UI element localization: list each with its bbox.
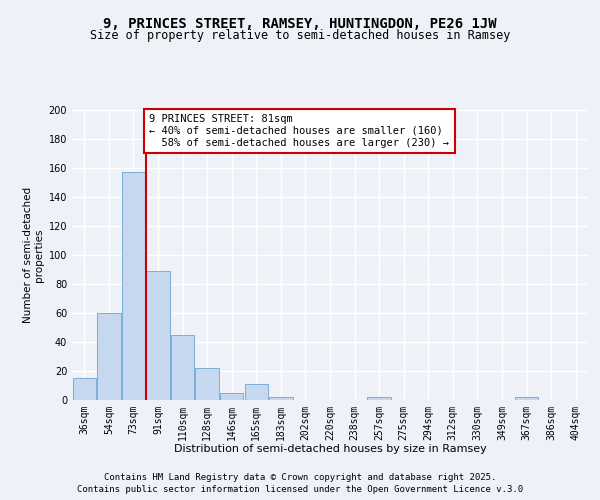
Y-axis label: Number of semi-detached
properties: Number of semi-detached properties xyxy=(23,187,44,323)
Bar xyxy=(269,397,293,400)
Bar xyxy=(73,378,96,400)
Bar xyxy=(245,384,268,400)
Bar xyxy=(220,393,244,400)
Bar xyxy=(146,271,170,400)
Text: Contains HM Land Registry data © Crown copyright and database right 2025.: Contains HM Land Registry data © Crown c… xyxy=(104,472,496,482)
Text: 9 PRINCES STREET: 81sqm
← 40% of semi-detached houses are smaller (160)
  58% of: 9 PRINCES STREET: 81sqm ← 40% of semi-de… xyxy=(149,114,449,148)
Bar xyxy=(171,335,194,400)
Bar xyxy=(122,172,145,400)
Bar xyxy=(196,368,219,400)
X-axis label: Distribution of semi-detached houses by size in Ramsey: Distribution of semi-detached houses by … xyxy=(173,444,487,454)
Text: 9, PRINCES STREET, RAMSEY, HUNTINGDON, PE26 1JW: 9, PRINCES STREET, RAMSEY, HUNTINGDON, P… xyxy=(103,18,497,32)
Text: Contains public sector information licensed under the Open Government Licence v.: Contains public sector information licen… xyxy=(77,485,523,494)
Bar xyxy=(367,397,391,400)
Bar xyxy=(515,397,538,400)
Bar xyxy=(97,313,121,400)
Text: Size of property relative to semi-detached houses in Ramsey: Size of property relative to semi-detach… xyxy=(90,29,510,42)
